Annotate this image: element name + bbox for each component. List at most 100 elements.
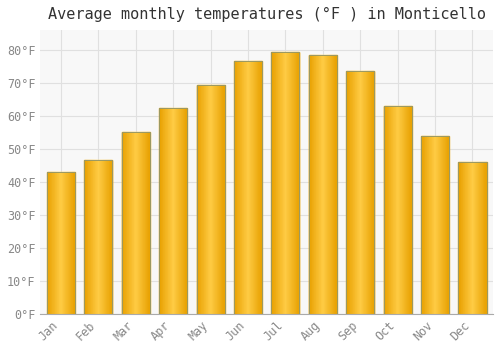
Bar xyxy=(252,61,253,314)
Bar xyxy=(259,61,260,314)
Bar xyxy=(47,172,75,314)
Bar xyxy=(346,71,374,314)
Bar xyxy=(326,55,327,314)
Bar xyxy=(50,172,51,314)
Bar xyxy=(63,172,64,314)
Bar xyxy=(251,61,252,314)
Bar xyxy=(480,162,481,314)
Bar xyxy=(392,106,394,314)
Bar xyxy=(169,108,170,314)
Bar xyxy=(96,160,97,314)
Bar xyxy=(409,106,410,314)
Bar xyxy=(310,55,311,314)
Bar xyxy=(84,160,85,314)
Bar xyxy=(196,84,197,314)
Bar xyxy=(206,84,207,314)
Bar xyxy=(142,132,144,314)
Bar xyxy=(386,106,387,314)
Bar xyxy=(49,172,50,314)
Bar xyxy=(295,51,296,314)
Bar xyxy=(421,136,422,314)
Bar xyxy=(210,84,212,314)
Bar xyxy=(256,61,257,314)
Bar xyxy=(123,132,124,314)
Bar xyxy=(468,162,469,314)
Bar xyxy=(421,136,449,314)
Bar xyxy=(126,132,128,314)
Bar xyxy=(323,55,324,314)
Bar xyxy=(216,84,217,314)
Bar xyxy=(446,136,447,314)
Bar xyxy=(284,51,286,314)
Bar xyxy=(296,51,298,314)
Bar xyxy=(167,108,168,314)
Bar xyxy=(436,136,437,314)
Bar xyxy=(59,172,60,314)
Bar xyxy=(289,51,290,314)
Bar xyxy=(362,71,363,314)
Bar xyxy=(166,108,167,314)
Bar xyxy=(135,132,136,314)
Bar xyxy=(397,106,398,314)
Bar xyxy=(443,136,444,314)
Bar xyxy=(87,160,88,314)
Bar xyxy=(347,71,348,314)
Bar xyxy=(217,84,218,314)
Bar xyxy=(373,71,374,314)
Bar xyxy=(467,162,468,314)
Bar xyxy=(435,136,436,314)
Bar xyxy=(387,106,388,314)
Bar xyxy=(440,136,442,314)
Bar xyxy=(86,160,87,314)
Bar xyxy=(278,51,279,314)
Bar xyxy=(316,55,317,314)
Bar xyxy=(164,108,166,314)
Bar xyxy=(204,84,205,314)
Bar xyxy=(170,108,171,314)
Bar xyxy=(102,160,103,314)
Bar xyxy=(470,162,471,314)
Bar xyxy=(84,160,112,314)
Bar xyxy=(473,162,474,314)
Bar xyxy=(474,162,476,314)
Bar xyxy=(388,106,389,314)
Bar xyxy=(445,136,446,314)
Bar xyxy=(364,71,365,314)
Bar xyxy=(332,55,334,314)
Bar xyxy=(196,84,224,314)
Bar xyxy=(160,108,161,314)
Bar xyxy=(466,162,467,314)
Bar xyxy=(406,106,407,314)
Bar xyxy=(410,106,411,314)
Bar xyxy=(351,71,352,314)
Bar xyxy=(68,172,70,314)
Bar xyxy=(244,61,245,314)
Bar xyxy=(176,108,178,314)
Bar xyxy=(52,172,53,314)
Bar xyxy=(212,84,214,314)
Bar xyxy=(255,61,256,314)
Bar xyxy=(324,55,325,314)
Bar xyxy=(365,71,366,314)
Bar xyxy=(134,132,135,314)
Bar xyxy=(90,160,92,314)
Bar xyxy=(426,136,428,314)
Bar xyxy=(122,132,150,314)
Bar xyxy=(401,106,402,314)
Bar xyxy=(329,55,330,314)
Bar xyxy=(281,51,282,314)
Bar xyxy=(442,136,443,314)
Bar xyxy=(353,71,354,314)
Bar xyxy=(478,162,479,314)
Bar xyxy=(273,51,274,314)
Bar xyxy=(274,51,275,314)
Bar xyxy=(484,162,485,314)
Bar xyxy=(61,172,62,314)
Bar xyxy=(276,51,277,314)
Bar xyxy=(352,71,353,314)
Bar xyxy=(291,51,292,314)
Bar xyxy=(358,71,359,314)
Bar xyxy=(60,172,61,314)
Bar xyxy=(325,55,326,314)
Bar xyxy=(402,106,404,314)
